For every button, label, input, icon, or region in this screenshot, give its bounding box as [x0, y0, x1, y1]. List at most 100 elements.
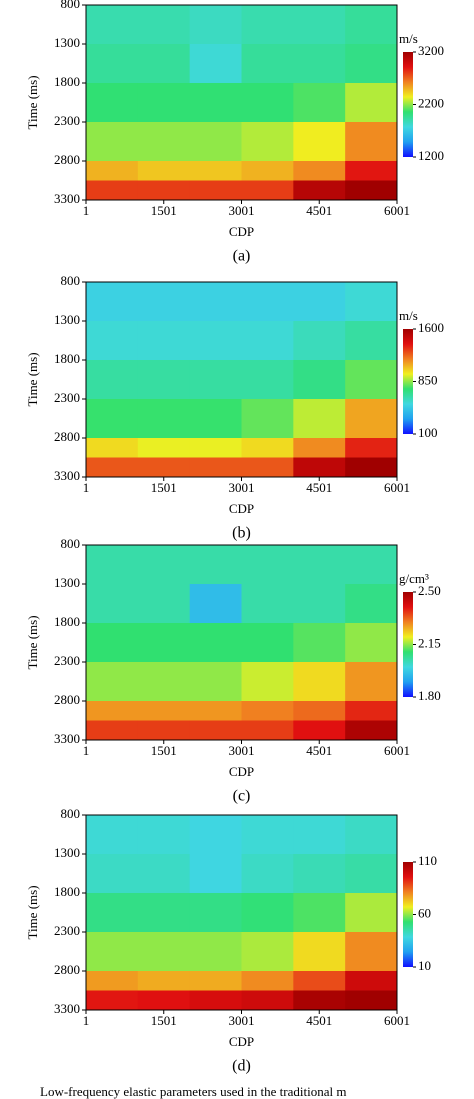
heatmap-cell [137, 815, 191, 855]
heatmap-cell [293, 662, 346, 702]
y-axis-label: Time (ms) [25, 352, 40, 406]
colorbar-tick-label: 2200 [418, 95, 444, 110]
heatmap-cell [241, 932, 294, 972]
heatmap-cell [241, 990, 294, 1011]
heatmap-cell [293, 720, 346, 741]
heatmap-cell [137, 623, 191, 663]
heatmap-cell [86, 438, 139, 458]
heatmap-cell [241, 161, 294, 181]
x-axis-label: CDP [229, 1034, 254, 1049]
heatmap-cell [86, 282, 139, 322]
x-tick-label: 6001 [384, 1013, 410, 1028]
y-tick-label: 2800 [54, 962, 80, 977]
colorbar-tick-label: 1.80 [418, 688, 441, 703]
heatmap-cell [137, 161, 191, 181]
heatmap-cell [293, 360, 346, 400]
y-tick-label: 3300 [54, 468, 80, 483]
heatmap-cell [189, 180, 242, 201]
heatmap-cell [137, 545, 191, 585]
y-axis-label: Time (ms) [25, 885, 40, 939]
y-tick-label: 1300 [54, 575, 80, 590]
y-tick-label: 1800 [54, 351, 80, 366]
heatmap-cell [189, 161, 242, 181]
y-tick-label: 2300 [54, 390, 80, 405]
x-tick-label: 6001 [384, 203, 410, 218]
heatmap-cell [241, 701, 294, 721]
x-tick-label: 4501 [306, 480, 332, 495]
heatmap-cell [86, 122, 139, 162]
heatmap-cell [293, 321, 346, 361]
heatmap-cell [293, 457, 346, 478]
colorbar [403, 329, 413, 434]
colorbar-tick-label: 10 [418, 958, 431, 973]
heatmap-cell [345, 5, 398, 45]
heatmap-cell [345, 893, 398, 933]
heatmap-cell [137, 932, 191, 972]
heatmap-cell [189, 44, 242, 84]
heatmap-cell [86, 360, 139, 400]
heatmap-cell [241, 122, 294, 162]
colorbar [403, 52, 413, 157]
heatmap-cell [293, 83, 346, 123]
heatmap-cell [189, 854, 242, 894]
heatmap-cell [86, 854, 139, 894]
heatmap-cell [189, 457, 242, 478]
x-tick-label: 1501 [151, 480, 177, 495]
heatmap-cell [86, 662, 139, 702]
x-tick-label: 3001 [229, 203, 255, 218]
heatmap-cell [241, 321, 294, 361]
heatmap-cell [241, 815, 294, 855]
heatmap-cell [345, 44, 398, 84]
heatmap-cell [137, 321, 191, 361]
heatmap-cell [345, 161, 398, 181]
y-tick-label: 1300 [54, 845, 80, 860]
colorbar-tick-label: 1200 [418, 148, 444, 163]
heatmap-cell [293, 180, 346, 201]
heatmap-cell [345, 180, 398, 201]
heatmap-cell [345, 584, 398, 624]
heatmap-cell [137, 720, 191, 741]
heatmap-cell [293, 893, 346, 933]
heatmap-cell [86, 720, 139, 741]
y-tick-label: 800 [61, 0, 81, 11]
heatmap-cell [137, 83, 191, 123]
heatmap-cell [293, 399, 346, 439]
heatmap-cell [241, 893, 294, 933]
heatmap-cell [293, 854, 346, 894]
y-tick-label: 800 [61, 536, 81, 551]
heatmap-cell [137, 399, 191, 439]
heatmap-cell [345, 932, 398, 972]
panel-caption: (d) [232, 1058, 251, 1075]
heatmap-cell [137, 893, 191, 933]
heatmap-cell [241, 399, 294, 439]
heatmap-cell [86, 893, 139, 933]
heatmap-cell [345, 623, 398, 663]
heatmap-cell [293, 5, 346, 45]
heatmap-cell [137, 44, 191, 84]
panel-caption: (c) [233, 788, 251, 805]
heatmap-cell [345, 545, 398, 585]
heatmap-cell [86, 44, 139, 84]
heatmap-cell [241, 662, 294, 702]
heatmap-cell [293, 584, 346, 624]
heatmap-cell [345, 83, 398, 123]
y-tick-label: 1800 [54, 74, 80, 89]
heatmap-cell [241, 5, 294, 45]
y-tick-label: 2800 [54, 429, 80, 444]
heatmap-cell [293, 438, 346, 458]
heatmap-cell [241, 720, 294, 741]
heatmap-cell [345, 122, 398, 162]
colorbar-tick-label: 3200 [418, 43, 444, 58]
colorbar-tick-label: 2.15 [418, 635, 441, 650]
heatmap-cell [189, 662, 242, 702]
colorbar-tick-label: 2.50 [418, 583, 441, 598]
y-tick-label: 1800 [54, 614, 80, 629]
heatmap-cell [293, 815, 346, 855]
heatmap-cell [241, 282, 294, 322]
heatmap-cell [189, 321, 242, 361]
heatmap-cell [293, 623, 346, 663]
panel-caption: (a) [233, 248, 251, 265]
heatmap-cell [189, 360, 242, 400]
heatmap-cell [86, 623, 139, 663]
heatmap-cell [137, 122, 191, 162]
